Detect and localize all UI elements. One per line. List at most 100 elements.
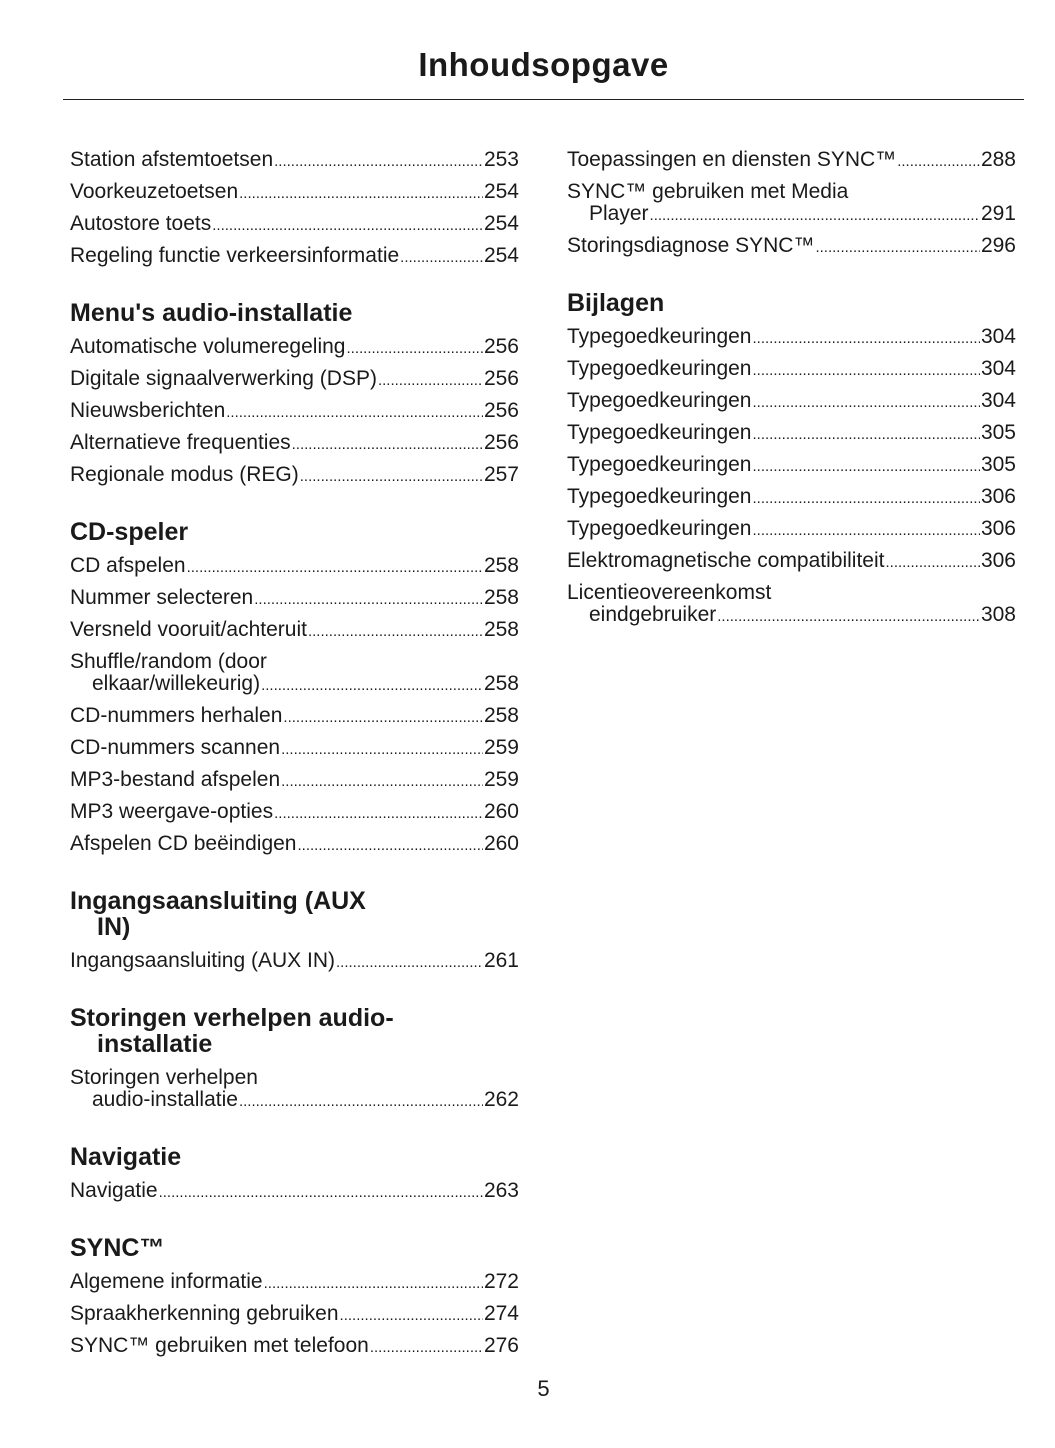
toc-entry[interactable]: Elektromagnetische compatibiliteit 306: [567, 546, 1016, 578]
toc-entry[interactable]: Digitale signaalverwerking (DSP) 256: [70, 364, 519, 396]
toc-entry-page: 296: [980, 234, 1016, 257]
toc-entry-row: Typegoedkeuringen 304: [567, 354, 1016, 386]
toc-entry-row: Typegoedkeuringen 304: [567, 386, 1016, 418]
toc-entry-title-line1: Shuffle/random (door: [70, 650, 267, 673]
toc-entry[interactable]: Nummer selecteren 258: [70, 583, 519, 615]
toc-entry[interactable]: Regeling functie verkeersinformatie 254: [70, 241, 519, 273]
toc-entry[interactable]: Typegoedkeuringen 306: [567, 482, 1016, 514]
toc-entry[interactable]: Versneld vooruit/achteruit 258: [70, 615, 519, 647]
toc-entry[interactable]: SYNC™ gebruiken met telefoon 276: [70, 1331, 519, 1363]
toc-entry-page: 274: [483, 1302, 519, 1325]
toc-entry-title: MP3-bestand afspelen: [70, 768, 281, 791]
toc-entry-row: SYNC™ gebruiken met telefoon 276: [70, 1331, 519, 1363]
section-heading-line: Ingangsaansluiting (AUX: [70, 887, 366, 915]
toc-entry-row: Station afstemtoetsen 253: [70, 145, 519, 177]
dot-leader: [346, 332, 482, 364]
toc-entry-row: Regionale modus (REG) 257: [70, 460, 519, 492]
dot-leader: [159, 1176, 483, 1208]
dot-leader: [300, 460, 483, 492]
toc-entry-row: Autostore toets 254: [70, 209, 519, 241]
toc-entry-title: SYNC™ gebruiken met telefoon: [70, 1334, 369, 1357]
toc-entry[interactable]: Navigatie 263: [70, 1176, 519, 1208]
toc-entry-row: MP3 weergave-opties 260: [70, 797, 519, 829]
toc-entry-title: Storingsdiagnose SYNC™: [567, 234, 815, 257]
toc-entry[interactable]: CD afspelen 258: [70, 551, 519, 583]
dot-leader: [187, 551, 483, 583]
toc-entry-page: 272: [483, 1270, 519, 1293]
toc-entry-title: MP3 weergave-opties: [70, 800, 274, 823]
dot-leader: [815, 231, 979, 263]
toc-entry-page: 258: [483, 586, 519, 609]
section-heading-line: installatie: [97, 1030, 213, 1058]
toc-entry-row: Elektromagnetische compatibiliteit 306: [567, 546, 1016, 578]
toc-entry[interactable]: Voorkeuzetoetsen 254: [70, 177, 519, 209]
dot-leader: [752, 514, 979, 546]
dot-leader: [264, 1267, 483, 1299]
toc-entry-row: Voorkeuzetoetsen 254: [70, 177, 519, 209]
section-heading: Ingangsaansluiting (AUX IN): [70, 888, 519, 940]
toc-entry[interactable]: MP3 weergave-opties 260: [70, 797, 519, 829]
toc-entry-title: Digitale signaalverwerking (DSP): [70, 367, 377, 390]
toc-entry-row: Navigatie 263: [70, 1176, 519, 1208]
toc-entry[interactable]: Regionale modus (REG) 257: [70, 460, 519, 492]
toc-entry[interactable]: Station afstemtoetsen 253: [70, 145, 519, 177]
toc-entry[interactable]: Typegoedkeuringen 304: [567, 386, 1016, 418]
toc-entry-title: Elektromagnetische compatibiliteit: [567, 549, 885, 572]
dot-leader: [378, 364, 483, 396]
dot-leader: [274, 145, 483, 177]
toc-entry[interactable]: Typegoedkeuringen 304: [567, 322, 1016, 354]
dot-leader: [212, 209, 483, 241]
toc-entry[interactable]: Typegoedkeuringen 306: [567, 514, 1016, 546]
toc-entry-title: Typegoedkeuringen: [567, 485, 752, 508]
toc-entry-page: 258: [483, 672, 519, 695]
toc-entry[interactable]: Typegoedkeuringen 305: [567, 418, 1016, 450]
toc-entry-row: MP3-bestand afspelen 259: [70, 765, 519, 797]
toc-entry-page: 291: [980, 202, 1016, 225]
toc-entry[interactable]: Alternatieve frequenties 256: [70, 428, 519, 460]
toc-entry-title: Alternatieve frequenties: [70, 431, 291, 454]
toc-entry[interactable]: Algemene informatie 272: [70, 1267, 519, 1299]
toc-entry-title: Typegoedkeuringen: [567, 389, 752, 412]
toc-entry[interactable]: CD-nummers scannen 259: [70, 733, 519, 765]
dot-leader: [308, 615, 483, 647]
toc-entry-title: Player: [589, 202, 649, 225]
section-heading-line: Storingen verhelpen audio-: [70, 1004, 394, 1032]
toc-entry-page: 276: [483, 1334, 519, 1357]
toc-entry-row: CD-nummers herhalen 258: [70, 701, 519, 733]
toc-entry-page: 262: [483, 1088, 519, 1111]
toc-entry[interactable]: Spraakherkenning gebruiken 274: [70, 1299, 519, 1331]
toc-entry-page: 260: [483, 832, 519, 855]
toc-entry[interactable]: Ingangsaansluiting (AUX IN) 261: [70, 946, 519, 978]
toc-entry[interactable]: Storingsdiagnose SYNC™ 296: [567, 231, 1016, 263]
toc-entry-row: Algemene informatie 272: [70, 1267, 519, 1299]
toc-entry-page: 288: [980, 148, 1016, 171]
toc-entry-row: CD-nummers scannen 259: [70, 733, 519, 765]
toc-entry[interactable]: Autostore toets 254: [70, 209, 519, 241]
toc-entry-row: audio-installatie 262: [70, 1089, 519, 1117]
toc-entry-title: Station afstemtoetsen: [70, 148, 274, 171]
toc-entry-row: Nieuwsberichten 256: [70, 396, 519, 428]
toc-entry[interactable]: Nieuwsberichten 256: [70, 396, 519, 428]
toc-entry-row: Regeling functie verkeersinformatie 254: [70, 241, 519, 273]
toc-entry[interactable]: Afspelen CD beëindigen 260: [70, 829, 519, 861]
dot-leader: [370, 1331, 483, 1363]
toc-entry[interactable]: Toepassingen en diensten SYNC™ 288: [567, 145, 1016, 177]
toc-entry-row: Player 291: [567, 203, 1016, 231]
toc-entry-page: 259: [483, 768, 519, 791]
dot-leader: [752, 354, 979, 386]
toc-entry-page: 253: [483, 148, 519, 171]
toc-entry-title: CD-nummers herhalen: [70, 704, 283, 727]
toc-entry-row: Ingangsaansluiting (AUX IN) 261: [70, 946, 519, 978]
toc-entry[interactable]: CD-nummers herhalen 258: [70, 701, 519, 733]
toc-entry[interactable]: Automatische volumeregeling 256: [70, 332, 519, 364]
title-divider: [63, 99, 1024, 100]
toc-entry[interactable]: Typegoedkeuringen 305: [567, 450, 1016, 482]
toc-entry-page: 261: [483, 949, 519, 972]
toc-entry[interactable]: MP3-bestand afspelen 259: [70, 765, 519, 797]
toc-entry[interactable]: Typegoedkeuringen 304: [567, 354, 1016, 386]
toc-right-column: Toepassingen en diensten SYNC™ 288 SYNC™ g…: [567, 145, 1016, 632]
